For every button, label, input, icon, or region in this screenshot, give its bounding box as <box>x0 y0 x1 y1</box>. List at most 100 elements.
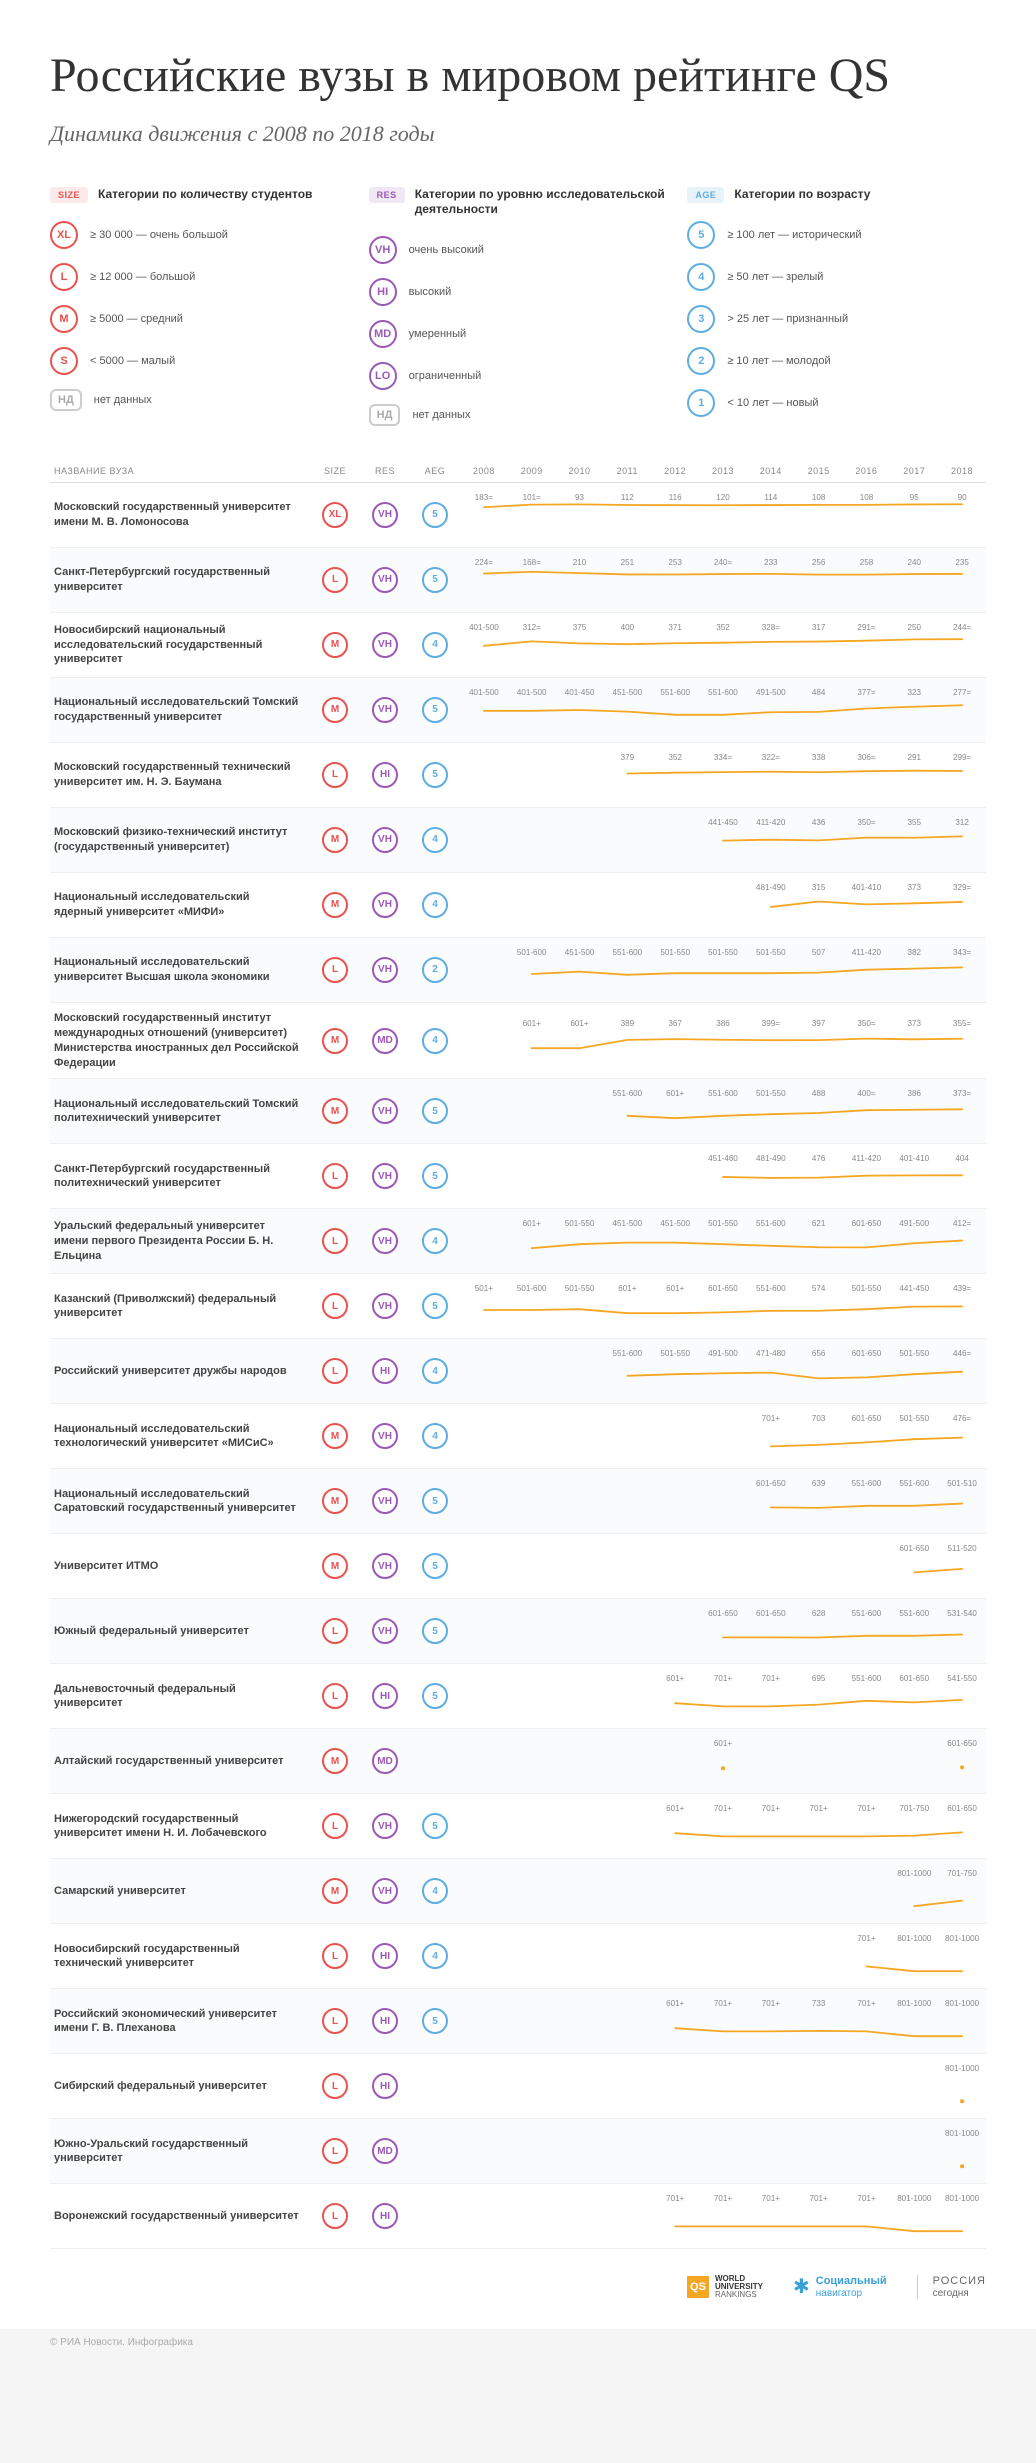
size-badge: L <box>322 2073 348 2099</box>
size-badge: L <box>322 2138 348 2164</box>
legend-badge: XL <box>50 221 78 249</box>
size-badge: M <box>322 1878 348 1904</box>
age-badge: 4 <box>422 827 448 853</box>
svg-text:551-600: 551-600 <box>756 1284 786 1293</box>
svg-text:481-490: 481-490 <box>756 1154 786 1163</box>
university-badges: MVH4 <box>310 1423 460 1449</box>
svg-text:601+: 601+ <box>523 1019 542 1028</box>
res-badge: VH <box>372 502 398 528</box>
svg-text:108: 108 <box>812 493 826 502</box>
svg-text:551-600: 551-600 <box>708 1089 738 1098</box>
svg-text:501-550: 501-550 <box>708 1219 738 1228</box>
university-name: Алтайский государственный университет <box>50 1754 310 1769</box>
university-name: Национальный исследовательский Томский г… <box>50 695 310 725</box>
svg-text:400: 400 <box>621 623 635 632</box>
svg-text:601-650: 601-650 <box>708 1284 738 1293</box>
header-year: 2017 <box>890 466 938 476</box>
university-badges: LVH4 <box>310 1228 460 1254</box>
university-name: Новосибирский национальный исследователь… <box>50 623 310 668</box>
table-header: НАЗВАНИЕ ВУЗА SIZERESAEG 200820092010201… <box>50 456 986 483</box>
svg-text:235: 235 <box>955 558 969 567</box>
svg-text:411-420: 411-420 <box>852 948 882 957</box>
university-name: Сибирский федеральный университет <box>50 2079 310 2094</box>
size-badge: L <box>322 1358 348 1384</box>
svg-text:601+: 601+ <box>570 1019 589 1028</box>
size-badge: L <box>322 1618 348 1644</box>
svg-text:386: 386 <box>716 1019 730 1028</box>
svg-text:95: 95 <box>910 493 920 502</box>
university-name: Казанский (Приволжский) федеральный унив… <box>50 1292 310 1322</box>
table-row: Санкт-Петербургский государственный поли… <box>50 1144 986 1209</box>
res-badge: VH <box>372 827 398 853</box>
legend-item: XL ≥ 30 000 — очень большой <box>50 221 349 249</box>
legend-text: высокий <box>409 286 452 298</box>
svg-text:701+: 701+ <box>762 2194 781 2203</box>
svg-text:476=: 476= <box>953 1414 972 1423</box>
svg-text:240=: 240= <box>714 558 733 567</box>
age-badge: 5 <box>422 2008 448 2034</box>
svg-text:355=: 355= <box>953 1019 972 1028</box>
svg-text:382: 382 <box>908 948 922 957</box>
sparkline: 379352334=322=338306=291299= <box>460 751 986 799</box>
university-badges: MVH5 <box>310 1098 460 1124</box>
svg-text:116: 116 <box>669 493 682 502</box>
res-badge: VH <box>372 1163 398 1189</box>
svg-text:329=: 329= <box>953 883 972 892</box>
size-badge: L <box>322 1813 348 1839</box>
svg-text:375: 375 <box>573 623 587 632</box>
svg-text:120: 120 <box>716 493 730 502</box>
svg-text:801-1000: 801-1000 <box>945 1999 980 2008</box>
svg-text:323: 323 <box>908 688 922 697</box>
table-row: Московский физико-технический институт (… <box>50 808 986 873</box>
soc-text-1: Социальный <box>816 2275 887 2287</box>
svg-text:277=: 277= <box>953 688 972 697</box>
soc-text-2: навигатор <box>816 2288 862 2299</box>
svg-text:701+: 701+ <box>810 1804 829 1813</box>
svg-text:621: 621 <box>812 1219 826 1228</box>
table-row: Национальный исследовательский Саратовск… <box>50 1469 986 1534</box>
res-badge: HI <box>372 762 398 788</box>
legend-item: 4≥ 50 лет — зрелый <box>687 263 986 291</box>
size-badge: L <box>322 1683 348 1709</box>
sparkline: 401-500401-500401-450451-500551-600551-6… <box>460 686 986 734</box>
svg-text:491-500: 491-500 <box>756 688 786 697</box>
header-year: 2013 <box>699 466 747 476</box>
legend-text: ≥ 10 лет — молодой <box>727 355 830 367</box>
table-row: Нижегородский государственный университе… <box>50 1794 986 1859</box>
header-year: 2015 <box>795 466 843 476</box>
header-years: 2008200920102011201220132014201520162017… <box>460 466 986 476</box>
sparkline: 481-490315401-410373329= <box>460 881 986 929</box>
legend-badge: НД <box>50 389 82 411</box>
university-name: Университет ИТМО <box>50 1559 310 1574</box>
university-badges: LHI5 <box>310 2008 460 2034</box>
res-badge: VH <box>372 1878 398 1904</box>
svg-text:801-1000: 801-1000 <box>897 1999 932 2008</box>
size-badge: L <box>322 567 348 593</box>
legend-badge: S <box>50 347 78 375</box>
sparkline: 224=168=210251253240=233256258240235 <box>460 556 986 604</box>
res-badge: VH <box>372 1618 398 1644</box>
university-badges: LVH2 <box>310 957 460 983</box>
table-row: Воронежский государственный университетL… <box>50 2184 986 2249</box>
legend-badge: LO <box>369 362 397 390</box>
university-badges: MVH4 <box>310 827 460 853</box>
university-name: Санкт-Петербургский государственный поли… <box>50 1162 310 1192</box>
legend-text: ≥ 30 000 — очень большой <box>90 229 228 241</box>
svg-text:471-480: 471-480 <box>756 1349 786 1358</box>
university-badges: LVH5 <box>310 1163 460 1189</box>
header-year: 2010 <box>556 466 604 476</box>
svg-text:299=: 299= <box>953 753 972 762</box>
legend-item: VHочень высокий <box>369 236 668 264</box>
svg-text:343=: 343= <box>953 948 972 957</box>
legend-item: MDумеренный <box>369 320 668 348</box>
table-row: Национальный исследовательский Томский п… <box>50 1079 986 1144</box>
table-row: Российский экономический университет име… <box>50 1989 986 2054</box>
res-badge: VH <box>372 632 398 658</box>
sparkline: 441-450411-420436350=355312 <box>460 816 986 864</box>
infographic-page: Российские вузы в мировом рейтинге QS Ди… <box>0 0 1036 2329</box>
sparkline: 551-600501-550491-500471-480656601-65050… <box>460 1347 986 1395</box>
header-year: 2014 <box>747 466 795 476</box>
sparkline: 401-500312=375400371352328=317291=250244… <box>460 621 986 669</box>
university-name: Дальневосточный федеральный университет <box>50 1682 310 1712</box>
legend-item: НДнет данных <box>369 404 668 426</box>
